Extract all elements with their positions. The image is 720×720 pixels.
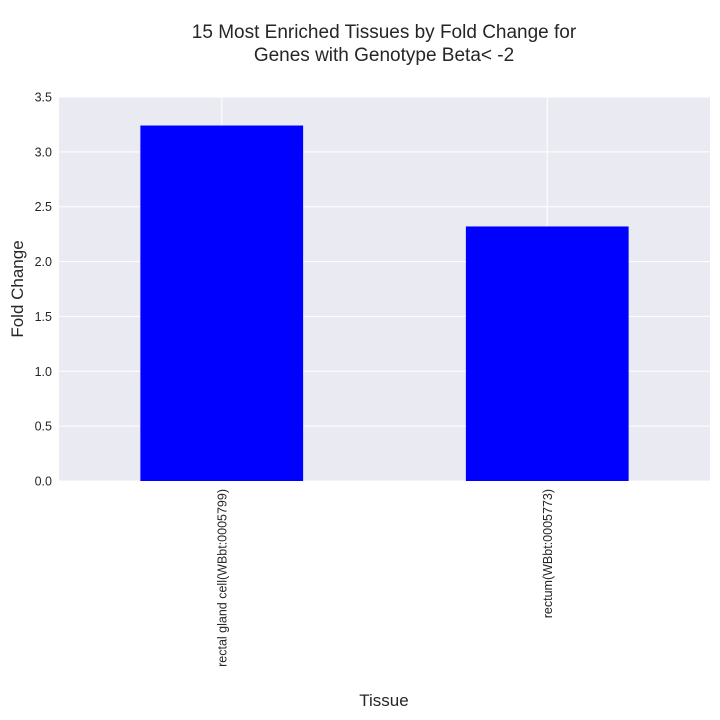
y-tick-label: 3.0 bbox=[35, 145, 52, 159]
bar bbox=[465, 226, 629, 481]
y-tick-label: 2.5 bbox=[35, 200, 52, 214]
bars bbox=[140, 125, 629, 482]
x-tick-label: rectum(WBbt:0005773) bbox=[541, 489, 555, 618]
chart-title: 15 Most Enriched Tissues by Fold Change … bbox=[192, 22, 577, 66]
x-tick-label: rectal gland cell(WBbt:0005799) bbox=[215, 489, 229, 667]
y-tick-labels: 0.0 0.5 1.0 1.5 2.0 2.5 3.0 3.5 bbox=[35, 91, 52, 489]
y-tick-label: 1.0 bbox=[35, 365, 52, 379]
y-tick-label: 2.0 bbox=[35, 255, 52, 269]
y-tick-label: 1.5 bbox=[35, 310, 52, 324]
x-tick-labels: rectal gland cell(WBbt:0005799) rectum(WB… bbox=[215, 489, 555, 667]
y-tick-label: 0.0 bbox=[35, 475, 52, 489]
y-tick-label: 3.5 bbox=[35, 91, 52, 105]
x-axis-label: Tissue bbox=[359, 691, 408, 710]
y-axis-label: Fold Change bbox=[8, 240, 27, 337]
y-tick-label: 0.5 bbox=[35, 420, 52, 434]
bar bbox=[140, 125, 304, 482]
